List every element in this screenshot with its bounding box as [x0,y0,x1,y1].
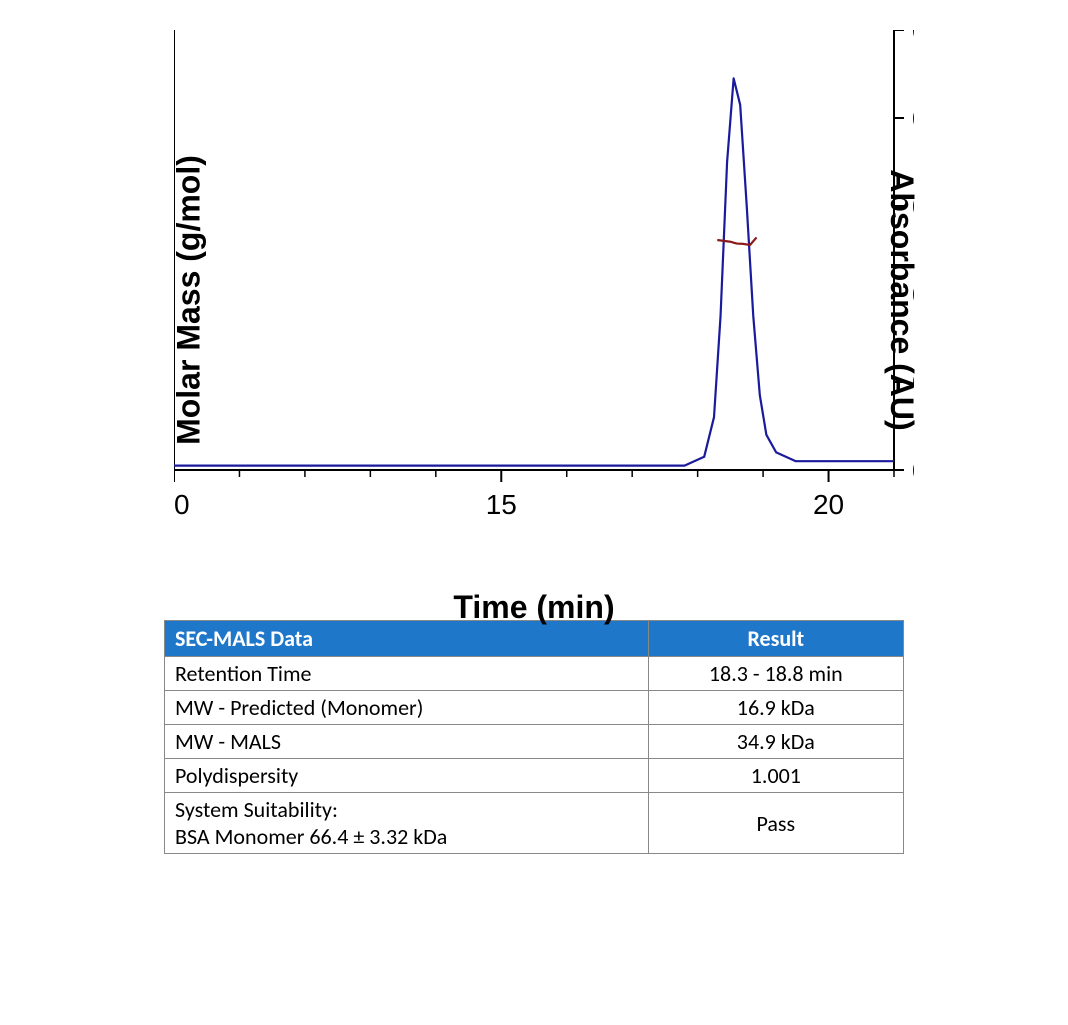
svg-text:0.04: 0.04 [912,279,914,310]
table-row: System Suitability:BSA Monomer 66.4 ± 3.… [165,793,904,854]
table-cell-value: 18.3 - 18.8 min [648,657,903,691]
table-row: MW - MALS34.9 kDa [165,725,904,759]
table-row: MW - Predicted (Monomer)16.9 kDa [165,691,904,725]
svg-text:0.08: 0.08 [912,103,914,134]
table-cell-value: Pass [648,793,903,854]
sec-mals-data-table: SEC-MALS Data Result Retention Time18.3 … [164,620,904,854]
table-row: Retention Time18.3 - 18.8 min [165,657,904,691]
x-axis-label: Time (min) [453,589,614,626]
table-header-result: Result [648,621,903,657]
table-cell-label: MW - Predicted (Monomer) [165,691,649,725]
sec-mals-chart: Molar Mass (g/mol) Absorbance (AU) Time … [54,20,1014,580]
table-row: Polydispersity1.001 [165,759,904,793]
svg-text:10: 10 [174,489,190,520]
table-cell-value: 1.001 [648,759,903,793]
table-cell-label: MW - MALS [165,725,649,759]
svg-text:0.10: 0.10 [912,30,914,46]
chart-svg: 1015201031041051060.000.020.040.060.080.… [174,30,914,540]
table-cell-value: 16.9 kDa [648,691,903,725]
table-cell-label: Polydispersity [165,759,649,793]
svg-text:15: 15 [486,489,517,520]
svg-text:0.00: 0.00 [912,455,914,486]
table-cell-label: Retention Time [165,657,649,691]
svg-text:0.06: 0.06 [912,191,914,222]
table-cell-value: 34.9 kDa [648,725,903,759]
svg-text:20: 20 [813,489,844,520]
table-cell-label: System Suitability:BSA Monomer 66.4 ± 3.… [165,793,649,854]
svg-text:0.02: 0.02 [912,367,914,398]
